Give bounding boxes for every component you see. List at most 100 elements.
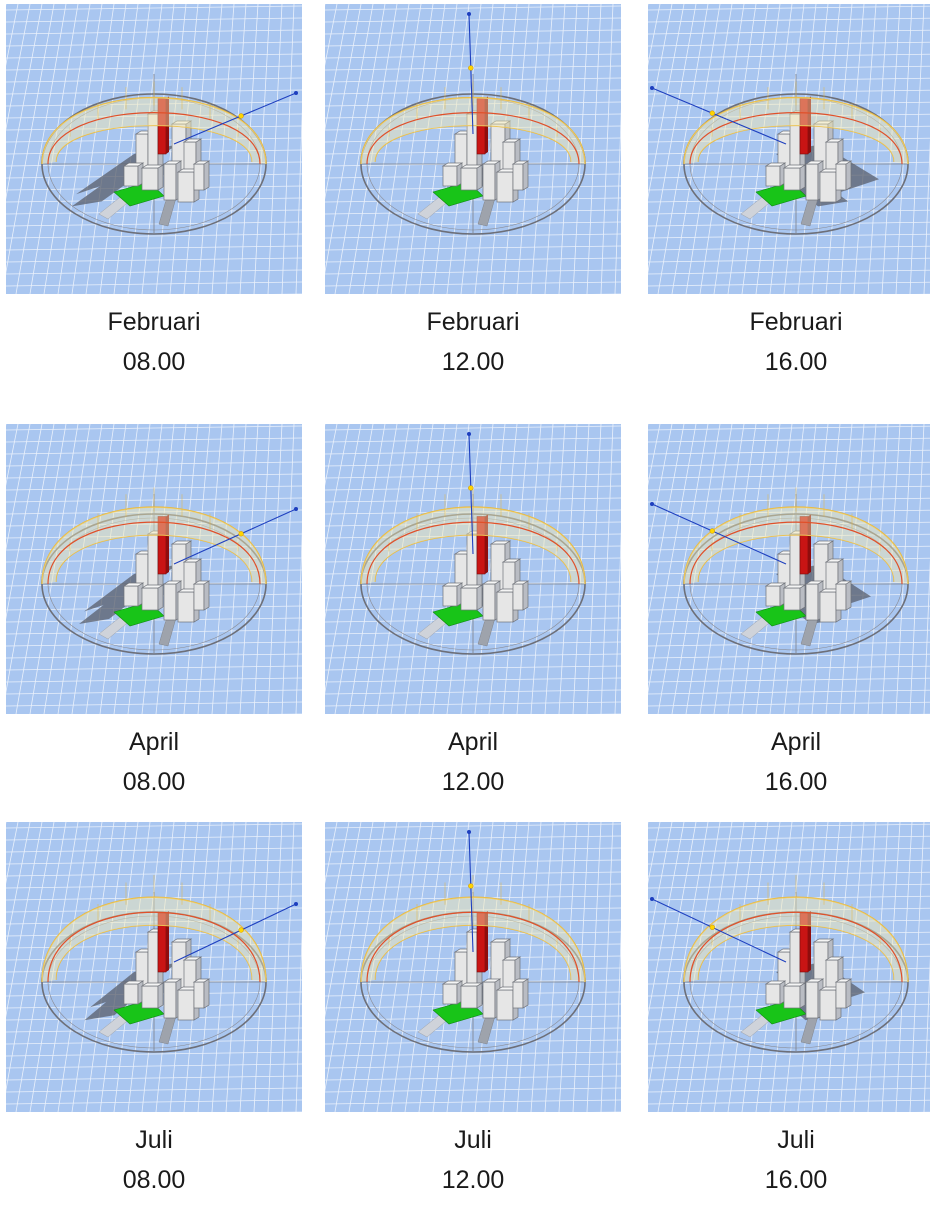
time-label: 12.00 bbox=[441, 768, 505, 796]
sun-path bbox=[47, 521, 261, 585]
sun-ray-tip bbox=[294, 91, 298, 95]
sun-path bbox=[47, 911, 261, 983]
sun-ray bbox=[651, 503, 787, 565]
building-cluster bbox=[764, 928, 853, 1021]
sun-ray-tip bbox=[294, 902, 298, 906]
panel-caption: Februari 12.00 bbox=[325, 302, 621, 382]
sun-study-scene bbox=[6, 424, 302, 714]
sun-study-panel: April 12.00 bbox=[325, 424, 621, 824]
sun-study-panel: Juli 16.00 bbox=[648, 822, 930, 1222]
sun-study-panel: Februari 12.00 bbox=[325, 4, 621, 404]
sun-study-render bbox=[325, 822, 621, 1112]
sun-study-panel: Februari 08.00 bbox=[6, 4, 302, 404]
sun-study-render bbox=[6, 822, 302, 1112]
sun-study-panel: Juli 12.00 bbox=[325, 822, 621, 1222]
sun-dome bbox=[41, 487, 267, 585]
sun-dome bbox=[683, 81, 909, 165]
sun-marker bbox=[468, 485, 474, 491]
panel-caption: Juli 08.00 bbox=[6, 1120, 302, 1200]
red-tower-side bbox=[485, 96, 488, 154]
sun-study-scene bbox=[648, 4, 930, 294]
panel-caption: April 12.00 bbox=[325, 722, 621, 802]
ground-grid bbox=[648, 822, 930, 1112]
building-cluster bbox=[122, 530, 211, 623]
sun-ray bbox=[468, 433, 474, 555]
sun-study-scene bbox=[325, 822, 621, 1112]
sun-path bbox=[366, 521, 580, 585]
sun-marker bbox=[709, 110, 715, 116]
panel-caption: Februari 08.00 bbox=[6, 302, 302, 382]
sun-study-panel: Juli 08.00 bbox=[6, 822, 302, 1222]
red-tower-side bbox=[485, 514, 488, 574]
sun-ray-tip bbox=[650, 502, 654, 506]
time-label: 16.00 bbox=[764, 1166, 828, 1194]
sun-ray-tip bbox=[467, 432, 471, 436]
panel-caption: Juli 16.00 bbox=[648, 1120, 930, 1200]
sun-marker bbox=[468, 883, 474, 889]
sun-dome bbox=[41, 875, 267, 983]
building-cluster bbox=[441, 110, 530, 203]
time-label: 12.00 bbox=[441, 1166, 505, 1194]
sun-path bbox=[366, 112, 580, 165]
sun-ray-tip bbox=[650, 86, 654, 90]
sun-path bbox=[689, 911, 903, 983]
red-tower-side bbox=[485, 911, 488, 972]
sun-ray bbox=[173, 92, 297, 145]
sun-marker bbox=[238, 531, 244, 537]
sun-path bbox=[689, 112, 903, 165]
sun-study-scene bbox=[325, 4, 621, 294]
sun-study-panel: April 08.00 bbox=[6, 424, 302, 824]
sun-study-scene bbox=[6, 822, 302, 1112]
sun-ray bbox=[651, 87, 787, 145]
sun-marker bbox=[709, 528, 715, 534]
month-label: April bbox=[447, 728, 498, 756]
sun-ray bbox=[651, 898, 787, 963]
sun-study-render bbox=[648, 822, 930, 1112]
building-cluster bbox=[441, 928, 530, 1021]
panel-caption: Februari 16.00 bbox=[648, 302, 930, 382]
red-tower-side bbox=[166, 514, 169, 574]
red-tower-side bbox=[808, 911, 811, 972]
panel-caption: Juli 12.00 bbox=[325, 1120, 621, 1200]
sun-marker bbox=[709, 924, 715, 930]
sun-study-scene bbox=[648, 424, 930, 714]
time-label: 16.00 bbox=[764, 768, 828, 796]
sun-study-scene bbox=[325, 424, 621, 714]
sun-dome bbox=[41, 81, 267, 165]
month-label: April bbox=[128, 728, 179, 756]
sun-marker bbox=[468, 65, 474, 71]
sun-ray bbox=[173, 903, 297, 963]
panel-caption: April 08.00 bbox=[6, 722, 302, 802]
month-label: Februari bbox=[749, 308, 843, 336]
sun-study-panel: Februari 16.00 bbox=[648, 4, 930, 404]
sun-dome bbox=[683, 487, 909, 585]
month-label: Juli bbox=[777, 1126, 815, 1154]
time-label: 08.00 bbox=[122, 348, 186, 376]
time-label: 12.00 bbox=[441, 348, 505, 376]
sun-ray-tip bbox=[467, 12, 471, 16]
sun-ray bbox=[468, 13, 474, 135]
sun-ray-tip bbox=[467, 830, 471, 834]
sun-ray bbox=[173, 508, 297, 565]
month-label: Februari bbox=[107, 308, 201, 336]
red-tower-side bbox=[166, 911, 169, 972]
time-label: 16.00 bbox=[764, 348, 828, 376]
month-label: Juli bbox=[135, 1126, 173, 1154]
month-label: Februari bbox=[426, 308, 520, 336]
sun-marker bbox=[238, 113, 244, 119]
sun-ray-tip bbox=[650, 897, 654, 901]
building-cluster bbox=[441, 530, 530, 623]
sun-study-render bbox=[325, 4, 621, 294]
sun-study-scene bbox=[6, 4, 302, 294]
sun-dome bbox=[360, 487, 586, 585]
sun-path bbox=[689, 521, 903, 585]
sun-dome bbox=[683, 875, 909, 983]
red-tower-side bbox=[808, 514, 811, 574]
sun-ray bbox=[468, 831, 474, 953]
red-tower-side bbox=[808, 96, 811, 154]
time-label: 08.00 bbox=[122, 1166, 186, 1194]
sun-study-render bbox=[6, 424, 302, 714]
month-label: April bbox=[770, 728, 821, 756]
sun-study-panel: April 16.00 bbox=[648, 424, 930, 824]
sun-study-render bbox=[648, 4, 930, 294]
